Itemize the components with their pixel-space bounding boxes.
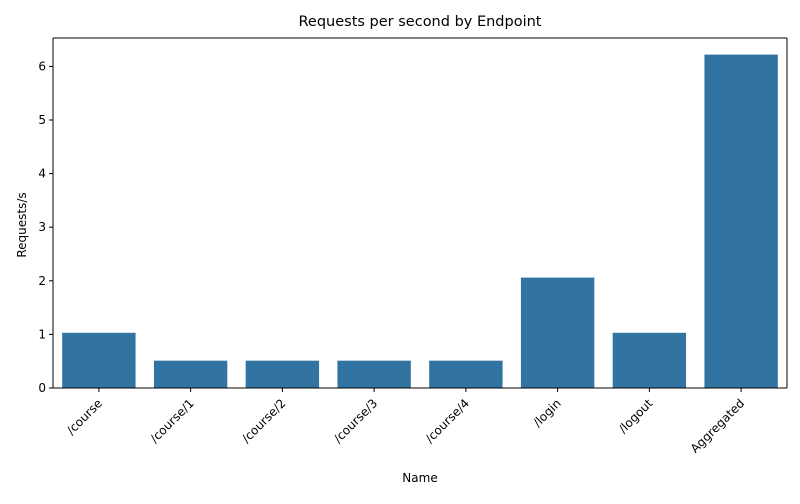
y-axis-label: Requests/s bbox=[15, 192, 29, 257]
y-tick-label: 2 bbox=[38, 274, 46, 288]
bar bbox=[62, 332, 136, 388]
bar bbox=[704, 54, 778, 388]
y-tick-label: 0 bbox=[38, 381, 46, 395]
x-tick-label: /course/2 bbox=[239, 396, 288, 445]
y-tick-label: 6 bbox=[38, 59, 46, 73]
bar bbox=[245, 360, 320, 388]
y-tick-label: 4 bbox=[38, 167, 46, 181]
bar bbox=[520, 277, 595, 388]
bar bbox=[612, 332, 687, 388]
x-tick-label: /course/1 bbox=[147, 396, 196, 445]
x-tick-label: /logout bbox=[616, 396, 656, 436]
x-tick-label: /course bbox=[64, 396, 105, 437]
bar bbox=[153, 360, 228, 388]
bar bbox=[337, 360, 411, 388]
chart-title: Requests per second by Endpoint bbox=[298, 14, 541, 30]
plot-area: 0 1 2 3 4 5 6/course/course/1/course/2/course/… bbox=[38, 37, 788, 456]
y-tick-label: 1 bbox=[38, 327, 46, 341]
x-tick-label: /course/3 bbox=[331, 396, 380, 445]
y-tick-label: 5 bbox=[38, 113, 46, 127]
bar bbox=[429, 360, 503, 388]
y-tick-label: 3 bbox=[38, 220, 46, 234]
x-tick-label: Aggregated bbox=[688, 396, 748, 456]
x-tick-label: /login bbox=[530, 396, 563, 429]
x-tick-label: /course/4 bbox=[423, 396, 472, 445]
x-axis-label: Name bbox=[402, 471, 437, 485]
